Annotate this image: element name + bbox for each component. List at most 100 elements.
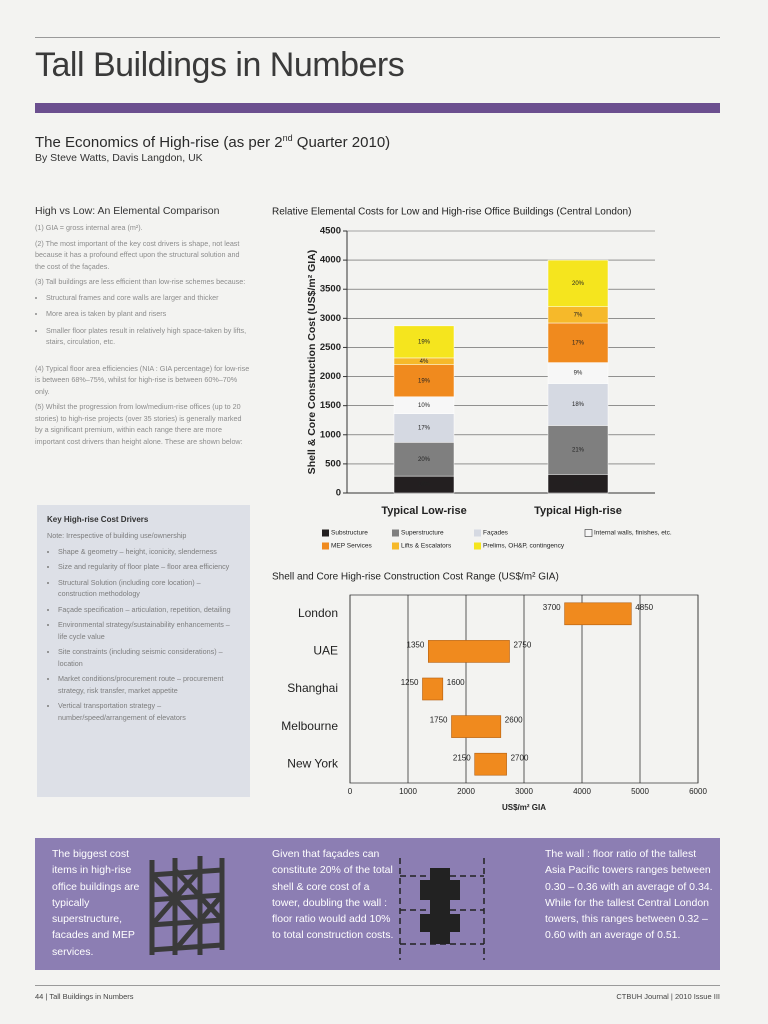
high-label: 1600 (447, 678, 465, 687)
legend-label: Façades (483, 530, 509, 537)
driver: Site constraints (including seismic cons… (58, 646, 240, 669)
y-tick-label: 1000 (320, 429, 341, 440)
legend-swatch (474, 542, 481, 550)
box-title: Key High-rise Cost Drivers (47, 515, 149, 524)
left-column: High vs Low: An Elemental Comparison (1)… (35, 205, 250, 451)
x-tick-label: Typical Low-rise (381, 505, 466, 517)
category-label: Shanghai (287, 681, 338, 695)
segment-label: 20% (572, 281, 585, 287)
bar-segment (547, 322, 609, 363)
x-tick-label: 0 (348, 787, 353, 796)
note: (3) Tall buildings are less efficient th… (35, 277, 246, 286)
y-tick-label: 3000 (320, 313, 341, 324)
footer-left: 44 | Tall Buildings in Numbers (35, 992, 134, 1001)
top-rule (35, 37, 720, 38)
driver: Market conditions/procurement route – pr… (58, 673, 240, 696)
range-bar (474, 752, 507, 776)
x-axis-label: US$/m² GIA (502, 803, 546, 812)
y-tick-label: 4000 (320, 255, 341, 266)
category-label: Melbourne (281, 719, 338, 733)
y-tick-label: 500 (325, 458, 341, 469)
high-label: 2600 (505, 716, 523, 725)
x-tick-label: 5000 (631, 787, 649, 796)
page-title: Tall Buildings in Numbers (35, 46, 405, 84)
legend-label: Substructure (331, 530, 368, 537)
byline: By Steve Watts, Davis Langdon, UK (35, 152, 203, 164)
driver-list: Shape & geometry – height, iconicity, sl… (47, 546, 240, 724)
segment-label: 10% (418, 482, 431, 488)
x-tick-label: 4000 (573, 787, 591, 796)
note: (4) Typical floor area efficiencies (NIA… (35, 363, 250, 396)
segment-label: 21% (572, 447, 585, 453)
y-tick-label: 1500 (320, 400, 341, 411)
note: (2) The most important of the key cost d… (35, 238, 240, 271)
legend-swatch (392, 529, 399, 537)
footer-right: CTBUH Journal | 2010 Issue III (616, 992, 720, 1001)
bullet: More area is taken by plant and risers (46, 308, 250, 320)
y-tick-label: 4500 (320, 226, 341, 237)
legend-label: Prelims, OH&P, contingency (483, 543, 565, 550)
segment-label: 17% (572, 340, 585, 346)
driver: Structural Solution (including core loca… (58, 577, 240, 600)
x-tick-label: Typical High-rise (534, 505, 622, 517)
bottom-rule (35, 985, 720, 986)
low-label: 3700 (543, 603, 561, 612)
range-bar (451, 715, 502, 738)
info-band (35, 838, 720, 970)
high-label: 4850 (635, 603, 653, 612)
low-label: 1750 (430, 716, 448, 725)
high-label: 2700 (511, 753, 529, 762)
low-label: 1350 (407, 641, 425, 650)
title-sup: nd (282, 133, 293, 143)
legend-label: Superstructure (401, 530, 444, 537)
legend-swatch (322, 542, 329, 550)
chart-title: Shell and Core High-rise Construction Co… (272, 572, 559, 583)
y-tick-label: 2000 (320, 371, 341, 382)
band-text: Given that façades can constitute 20% of… (272, 848, 394, 942)
segment-label: 17% (418, 426, 431, 432)
segment-label: 19% (418, 378, 431, 384)
chart-title: Relative Elemental Costs for Low and Hig… (272, 207, 631, 218)
legend-swatch (474, 529, 481, 537)
title-part: The Economics of High-rise (as per 2 (35, 134, 283, 151)
segment-label: 4% (420, 359, 429, 365)
driver: Vertical transportation strategy – numbe… (58, 700, 240, 723)
note: (5) Whilst the progression from low/medi… (35, 402, 243, 446)
category-label: UAE (313, 644, 338, 658)
wall-diagram (399, 858, 485, 960)
legend-label: Lifts & Escalators (401, 543, 452, 550)
y-tick-label: 0 (336, 488, 341, 499)
legend-label: MEP Services (331, 543, 372, 550)
bar-segment (393, 325, 455, 359)
category-label: London (298, 606, 338, 620)
x-tick-label: 3000 (515, 787, 533, 796)
segment-label: 7% (574, 312, 583, 318)
segment-label: 8% (574, 481, 583, 487)
bullet: Structural frames and core walls are lar… (46, 292, 250, 304)
category-label: New York (287, 756, 339, 770)
title-bar (35, 103, 720, 113)
bar-segment (547, 383, 609, 426)
y-tick-label: 3500 (320, 284, 341, 295)
y-tick-label: 2500 (320, 342, 341, 353)
range-bar (427, 640, 510, 663)
segment-label: 19% (418, 339, 431, 345)
bullet: Smaller floor plates result in relativel… (46, 325, 250, 348)
legend-swatch (392, 542, 399, 550)
high-label: 2750 (514, 641, 532, 650)
x-tick-label: 6000 (689, 787, 707, 796)
y-axis-label: Shell & Core Construction Cost (US$/m² G… (306, 250, 318, 475)
segment-label: 10% (418, 403, 431, 409)
range-bar (422, 677, 444, 701)
driver: Size and regularity of floor plate – flo… (58, 561, 240, 573)
segment-label: 18% (572, 402, 585, 408)
bar-segment (393, 364, 455, 398)
note: (1) GIA = gross internal area (m²). (35, 223, 143, 232)
band-text: The wall : floor ratio of the tallest As… (545, 848, 713, 942)
driver: Shape & geometry – height, iconicity, sl… (58, 546, 240, 558)
legend-label: Internal walls, finishes, etc. (594, 530, 672, 537)
legend-swatch (322, 529, 329, 537)
driver: Façade specification – articulation, rep… (58, 604, 240, 616)
